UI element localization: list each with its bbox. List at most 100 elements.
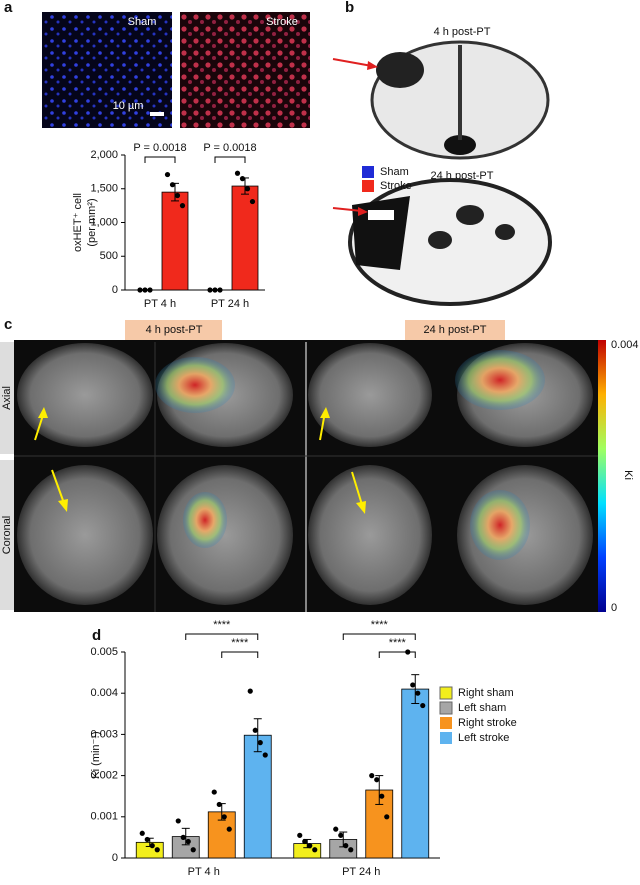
arrow — [51, 469, 66, 507]
mri-slice — [157, 465, 293, 605]
data-point — [333, 826, 339, 832]
data-point — [180, 834, 186, 841]
image-label: 4 h post-PT — [434, 26, 491, 38]
arrow — [332, 207, 363, 212]
legend-swatch — [439, 701, 453, 715]
structure — [428, 231, 452, 249]
header-box — [405, 320, 505, 340]
header-box — [125, 320, 222, 340]
x-tick-label: PT 4 h — [188, 866, 220, 878]
data-point — [169, 182, 176, 188]
lesion — [352, 196, 410, 270]
significance-bracket — [185, 633, 259, 640]
y-tick-label: 2,000 — [90, 149, 118, 161]
data-point — [147, 287, 153, 293]
y-tick-label: 0.004 — [90, 687, 118, 699]
microscopy-image — [180, 12, 310, 128]
legend-label: Sham — [380, 166, 409, 178]
heat-overlay — [155, 357, 235, 413]
bar — [401, 688, 430, 859]
bar — [161, 191, 189, 291]
data-point — [175, 818, 181, 824]
data-point — [252, 727, 258, 733]
data-point — [137, 287, 143, 293]
y-tick-label: 0.001 — [90, 811, 118, 823]
legend-label: Right stroke — [458, 717, 517, 729]
significance-bracket — [144, 156, 176, 163]
data-point — [415, 690, 421, 696]
data-point — [410, 682, 416, 688]
panel-label: b — [345, 0, 354, 16]
y-tick-label: 0.003 — [90, 728, 118, 740]
y-tick-label: 0 — [112, 852, 118, 864]
legend-label: Right sham — [458, 687, 514, 699]
image-label: Stroke — [266, 16, 298, 28]
colorbar-max: 0.004 — [611, 339, 639, 351]
legend-label: Stroke — [380, 180, 412, 192]
lesion — [376, 52, 424, 88]
significance-label: **** — [371, 619, 389, 631]
arrowhead — [320, 407, 330, 418]
y-axis-label: (per mm²) — [86, 198, 98, 246]
error-bar — [411, 674, 420, 704]
arrowhead — [358, 207, 368, 216]
y-axis-label: oxHET⁺ cell — [72, 193, 84, 252]
data-point — [312, 847, 318, 853]
error-bar — [253, 718, 262, 753]
data-point — [244, 186, 251, 192]
colorbar-min: 0 — [611, 602, 617, 614]
data-point — [139, 830, 145, 836]
data-point — [247, 688, 253, 694]
mri-slice — [17, 465, 153, 605]
data-point — [179, 203, 186, 209]
data-point — [297, 832, 303, 838]
legend-label: Left sham — [458, 702, 506, 714]
colorbar — [598, 340, 606, 612]
y-tick-label: 0.002 — [90, 770, 118, 782]
y-tick-label: 0 — [112, 284, 118, 296]
column-header: 4 h post-PT — [146, 324, 203, 336]
significance-bracket — [214, 156, 246, 163]
legend-swatch — [440, 717, 452, 729]
data-point — [144, 836, 150, 843]
data-point — [307, 843, 313, 849]
data-point — [174, 192, 181, 199]
data-point — [257, 740, 263, 746]
legend-swatch — [439, 686, 453, 700]
significance-label: **** — [389, 637, 407, 649]
significance-bracket — [221, 651, 259, 658]
data-point — [420, 702, 426, 709]
mri-slice — [308, 465, 432, 605]
row-header-box — [0, 460, 14, 610]
data-point — [369, 773, 375, 779]
legend-label: Left stroke — [458, 732, 509, 744]
data-point — [384, 814, 390, 820]
x-tick-label: PT 4 h — [144, 298, 176, 310]
data-point — [217, 287, 223, 293]
y-tick-label: 500 — [100, 250, 118, 262]
data-point — [262, 752, 268, 758]
data-point — [164, 171, 171, 178]
data-point — [142, 287, 148, 293]
data-point — [190, 847, 196, 853]
colorbar-label: Ki — [622, 470, 634, 480]
data-point — [226, 826, 232, 832]
significance-bracket — [342, 633, 416, 640]
y-axis-label: Ki (min⁻¹) — [90, 731, 102, 778]
y-tick-label: 0.005 — [90, 646, 118, 658]
significance-bracket — [378, 651, 416, 658]
panel-label: c — [4, 316, 12, 333]
data-point — [374, 777, 380, 783]
data-point — [149, 843, 155, 849]
data-point — [249, 198, 256, 205]
legend-swatch — [362, 180, 374, 192]
data-point — [348, 847, 354, 853]
data-point — [379, 793, 385, 799]
heat-overlay — [455, 350, 545, 410]
mri-slice — [17, 343, 153, 447]
data-point — [154, 847, 160, 853]
row-header-box — [0, 342, 14, 454]
x-tick-label: PT 24 h — [342, 866, 380, 878]
structure — [444, 135, 476, 155]
